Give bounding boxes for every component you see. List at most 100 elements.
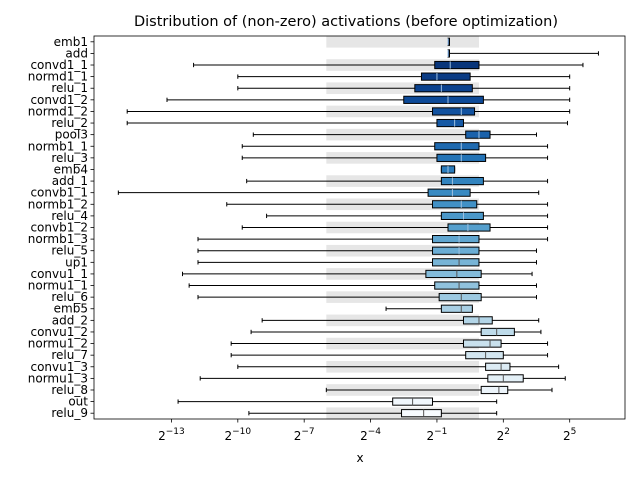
- box-iqr: [414, 84, 473, 93]
- y-tick-label: emb4: [54, 162, 88, 176]
- y-tick-label: convb1_1: [30, 186, 88, 200]
- y-tick-label: relu_8: [51, 383, 88, 397]
- y-tick-label: convb1_2: [30, 221, 88, 235]
- y-tick-label: relu_1: [51, 81, 88, 95]
- y-tick-label: emb5: [54, 302, 88, 316]
- box-emb5: [385, 304, 473, 313]
- box-relu_8: [325, 385, 553, 395]
- box-add_1: [246, 176, 549, 186]
- box-iqr: [447, 223, 491, 232]
- box-iqr: [480, 385, 509, 395]
- box-normd1_2: [126, 107, 571, 116]
- box-iqr: [440, 211, 484, 220]
- y-tick-label: convd1_2: [30, 93, 88, 107]
- box-pool3: [252, 130, 537, 139]
- box-relu_7: [230, 351, 549, 360]
- box-relu_4: [266, 211, 549, 220]
- box-relu_9: [248, 409, 498, 418]
- x-tick-label: 2−7: [294, 427, 315, 443]
- box-iqr: [462, 316, 493, 325]
- x-tick-label: 2−4: [360, 427, 381, 443]
- box-convu1_1: [182, 269, 533, 279]
- box-convd1_1: [193, 60, 584, 70]
- y-tick-label: convd1_1: [30, 58, 88, 72]
- chart-title: Distribution of (non-zero) activations (…: [134, 14, 558, 30]
- box-iqr: [436, 118, 464, 128]
- y-tick-label: normb1_1: [28, 139, 88, 153]
- x-tick-labels: 2−13 2−10 2−7 2−4 2−1 22 25: [158, 419, 576, 443]
- box-iqr: [403, 95, 484, 104]
- y-tick-labels: emb1addconvd1_1normd1_1relu_1convd1_2nor…: [28, 35, 94, 420]
- y-tick-label: emb1: [54, 35, 88, 49]
- box-iqr: [465, 351, 504, 360]
- plot-area: [93, 35, 626, 420]
- box-iqr: [462, 339, 502, 348]
- y-tick-label: add_1: [52, 174, 88, 188]
- box-emb1: [447, 37, 450, 46]
- box-iqr: [434, 60, 480, 70]
- box-up1: [197, 258, 537, 267]
- box-iqr: [432, 107, 476, 116]
- box-iqr: [487, 374, 524, 383]
- box-iqr: [432, 200, 478, 209]
- box-iqr: [485, 362, 511, 371]
- box-convu1_2: [250, 327, 542, 337]
- box-iqr: [434, 281, 480, 290]
- y-tick-label: add: [65, 46, 88, 60]
- box-iqr: [401, 409, 442, 418]
- box-iqr: [420, 72, 471, 81]
- y-tick-label: relu_3: [51, 151, 88, 165]
- box-convu1_3: [237, 362, 560, 371]
- x-tick-label: 2−13: [158, 427, 185, 443]
- box-emb4: [440, 165, 456, 174]
- y-tick-label: add_2: [52, 313, 88, 327]
- y-tick-label: normu1_3: [28, 371, 88, 385]
- x-tick-label: 25: [563, 427, 576, 443]
- box-normu1_1: [188, 281, 537, 290]
- y-tick-label: relu_5: [51, 244, 88, 258]
- y-tick-label: convu1_3: [30, 360, 88, 374]
- box-convd1_2: [166, 95, 571, 104]
- x-tick-label: 2−10: [224, 427, 251, 443]
- box-relu_1: [237, 84, 571, 93]
- box-iqr: [465, 130, 491, 139]
- y-tick-label: convu1_2: [30, 325, 88, 339]
- y-tick-label: normu1_1: [28, 279, 88, 293]
- box-normu1_3: [199, 374, 566, 383]
- y-tick-label: relu_2: [51, 116, 88, 130]
- box-relu_5: [197, 246, 537, 255]
- box-normb1_3: [197, 235, 549, 244]
- box-relu_2: [126, 118, 568, 128]
- box-iqr: [434, 142, 480, 151]
- box-add_2: [261, 316, 540, 325]
- x-tick-label: 2−1: [426, 427, 447, 443]
- box-relu_3: [241, 153, 549, 162]
- y-tick-label: normb1_2: [28, 197, 88, 211]
- box-add: [447, 49, 599, 58]
- y-tick-label: relu_7: [51, 348, 88, 362]
- box-relu_6: [197, 293, 537, 302]
- box-iqr: [432, 246, 480, 255]
- box-normb1_2: [226, 200, 549, 209]
- box-normu1_2: [230, 339, 549, 348]
- box-iqr: [425, 269, 482, 279]
- y-tick-label: pool3: [55, 128, 88, 142]
- y-tick-label: relu_6: [51, 290, 88, 304]
- box-normd1_1: [237, 72, 571, 81]
- x-axis-label: x: [356, 451, 363, 465]
- y-tick-label: normd1_2: [28, 104, 88, 118]
- box-iqr: [440, 304, 473, 313]
- box-iqr: [480, 327, 515, 337]
- y-tick-label: out: [68, 395, 88, 409]
- box-iqr: [438, 293, 482, 302]
- y-tick-label: relu_4: [51, 209, 88, 223]
- y-tick-label: up1: [65, 255, 88, 269]
- box-normb1_1: [241, 142, 549, 151]
- box-convb1_1: [117, 188, 540, 197]
- x-tick-label: 22: [497, 427, 510, 443]
- box-iqr: [440, 176, 484, 186]
- box-iqr: [432, 258, 480, 267]
- box-out: [177, 397, 498, 406]
- y-tick-label: normd1_1: [28, 70, 88, 84]
